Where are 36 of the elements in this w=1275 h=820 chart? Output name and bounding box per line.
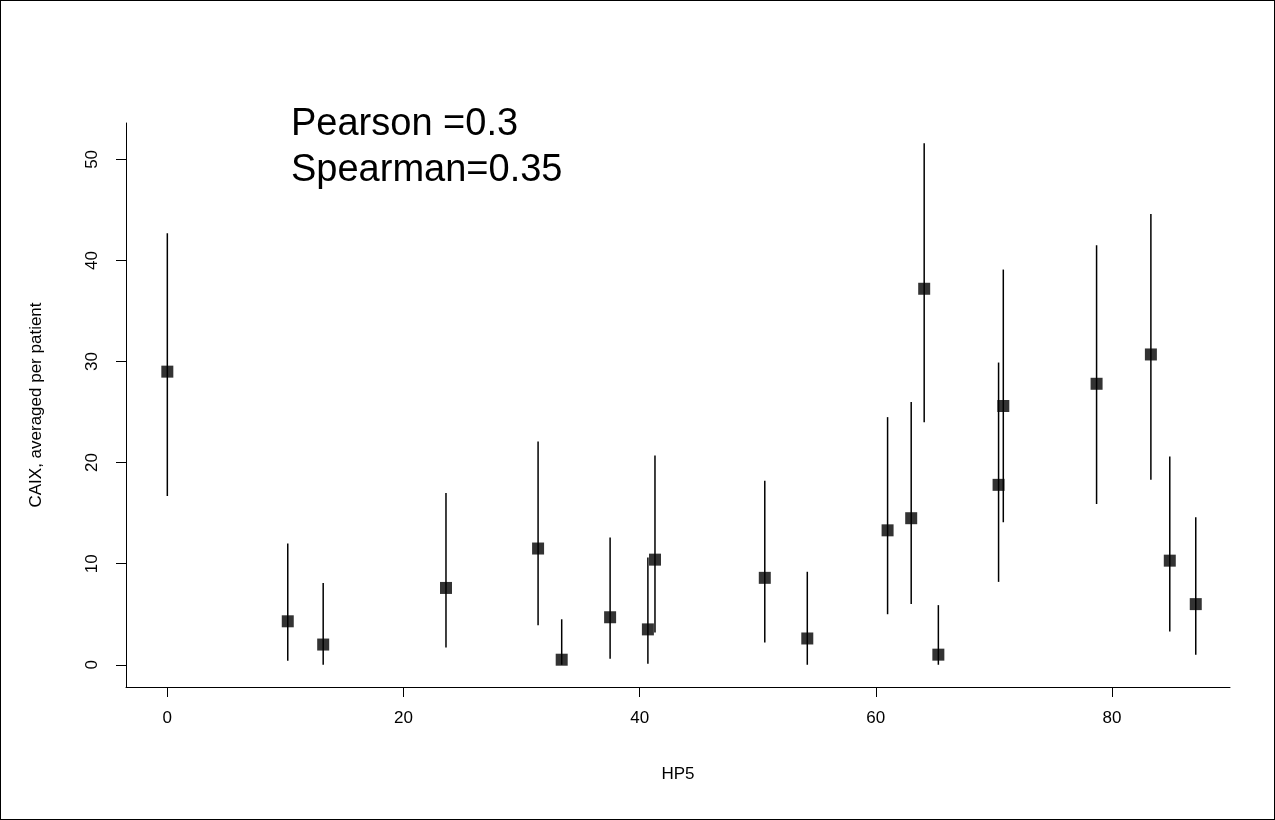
point xyxy=(1163,554,1176,567)
point xyxy=(648,553,661,566)
x-tick-label: 80 xyxy=(1102,708,1122,727)
point xyxy=(997,400,1010,413)
point xyxy=(881,524,894,537)
point xyxy=(555,653,568,666)
y-tick-label: 50 xyxy=(82,149,101,169)
x-tick-label: 20 xyxy=(394,708,413,727)
point xyxy=(1090,377,1103,390)
point xyxy=(1144,348,1157,361)
point xyxy=(905,512,918,525)
x-tick-label: 60 xyxy=(866,708,886,727)
point xyxy=(532,542,545,555)
y-tick-label: 30 xyxy=(82,352,101,371)
point xyxy=(932,648,945,661)
y-tick-label: 0 xyxy=(82,660,101,670)
point xyxy=(918,282,931,295)
annotation: Pearson =0.3 xyxy=(291,101,519,144)
x-axis-title: HP5 xyxy=(661,764,695,783)
point xyxy=(317,638,330,651)
point xyxy=(439,581,452,594)
y-tick-label: 40 xyxy=(82,251,101,270)
y-axis-title: CAIX, averaged per patient xyxy=(26,302,45,508)
annotation: Spearman=0.35 xyxy=(291,147,563,190)
y-tick-label: 10 xyxy=(82,554,101,574)
x-tick-label: 0 xyxy=(162,708,173,727)
point xyxy=(161,365,174,378)
point xyxy=(281,615,294,628)
point xyxy=(992,478,1005,491)
y-tick-label: 20 xyxy=(82,453,101,473)
point xyxy=(758,571,771,584)
point xyxy=(1189,598,1202,611)
x-tick-label: 40 xyxy=(630,708,650,727)
point xyxy=(641,623,654,636)
point xyxy=(801,632,814,645)
point xyxy=(604,611,617,624)
